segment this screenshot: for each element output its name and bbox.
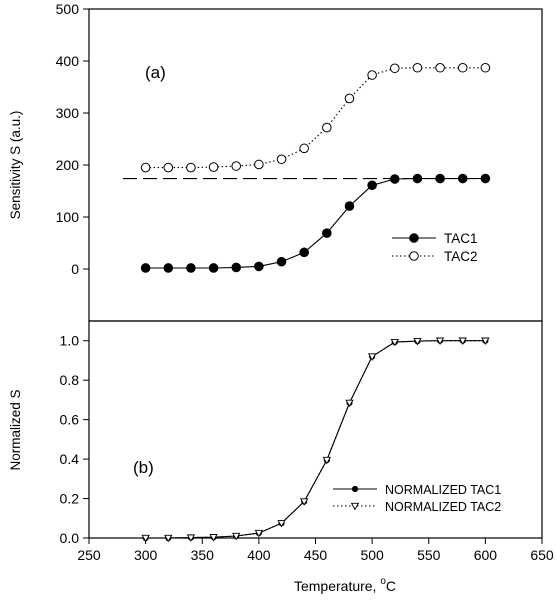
data-point-tac1 <box>208 263 219 273</box>
data-point-tac2 <box>389 63 400 74</box>
data-point-tac1 <box>276 256 287 267</box>
x-tick-label: 650 <box>530 547 554 563</box>
data-point-tac1 <box>163 263 174 273</box>
data-point-tac1 <box>389 174 400 184</box>
x-tick-label: 400 <box>247 547 271 563</box>
data-point-tac1 <box>231 262 242 273</box>
panel-a-label: (a) <box>145 63 166 82</box>
axis-ticks <box>83 8 543 544</box>
data-point-normalized-tac2 <box>209 534 218 542</box>
legend-label: TAC1 <box>444 231 478 246</box>
data-point-tac1 <box>435 173 445 184</box>
data-point-tac1 <box>344 201 355 211</box>
legend-marker <box>409 251 419 261</box>
x-axis-label-superscript: o <box>380 576 386 587</box>
series-line-tac2 <box>145 67 486 169</box>
data-point-normalized-tac2 <box>390 338 399 347</box>
data-point-normalized-tac2 <box>277 520 286 528</box>
plot-frames <box>88 8 543 539</box>
data-point-normalized-tac2 <box>254 529 264 538</box>
data-point-normalized-tac2 <box>232 532 241 541</box>
data-point-tac2 <box>254 159 264 170</box>
data-point-tac1 <box>140 263 151 273</box>
data-point-tac1 <box>412 173 423 184</box>
chart-text: (a) (b) Sensitivity S (a.u.) Normalized … <box>8 1 554 594</box>
panel-1-ytick-label: 0.0 <box>60 530 80 546</box>
data-point-tac2 <box>322 122 332 133</box>
data-point-tac1 <box>367 180 377 191</box>
data-point-tac2 <box>367 70 377 80</box>
x-tick-label: 250 <box>77 547 101 563</box>
data-point-tac1 <box>254 261 264 272</box>
x-tick-label: 450 <box>304 547 328 563</box>
data-point-normalized-tac2 <box>481 337 490 346</box>
x-tick-label: 350 <box>191 547 215 563</box>
series-line-normalized-tac2 <box>145 340 486 539</box>
panel-1-ytick-label: 0.6 <box>60 412 80 428</box>
data-point-tac2 <box>186 162 196 173</box>
data-point-tac2 <box>208 162 219 172</box>
data-point-tac1 <box>457 173 468 184</box>
x-axis-label: Temperature, oC <box>294 576 396 594</box>
panel-0-ytick-label: 0 <box>71 261 79 277</box>
legend-marker <box>351 485 359 493</box>
legend-marker <box>409 233 419 243</box>
panel-0-frame <box>88 8 543 322</box>
panel-1-ytick-label: 0.2 <box>60 491 80 507</box>
data-point-normalized-tac2 <box>300 498 309 506</box>
data-point-normalized-tac2 <box>141 534 150 543</box>
x-tick-label: 550 <box>417 547 441 563</box>
data-point-tac2 <box>435 62 445 73</box>
panel-1-ytick-label: 0.4 <box>60 451 80 467</box>
panel-0-ytick-label: 200 <box>56 157 80 173</box>
panel-0-ytick-label: 400 <box>56 53 80 69</box>
data-point-tac2 <box>231 161 242 171</box>
legend-label: NORMALIZED TAC1 <box>385 483 501 497</box>
data-point-tac2 <box>140 162 151 173</box>
x-axis-label-main: Temperature, <box>294 578 380 594</box>
data-point-normalized-tac2 <box>413 337 422 346</box>
data-point-tac2 <box>344 93 355 104</box>
data-point-tac2 <box>412 62 423 73</box>
data-point-normalized-tac2 <box>322 456 331 465</box>
panel-0-ytick-label: 100 <box>56 209 80 225</box>
series-line-tac1 <box>145 177 486 269</box>
legends: TAC1 TAC2 NORMALIZED TAC1 NORMALIZED TAC2 <box>333 231 501 514</box>
legend-marker <box>350 502 360 511</box>
series-lines <box>122 67 486 539</box>
legend-label: NORMALIZED TAC2 <box>385 500 501 514</box>
panel-b-label: (b) <box>133 458 154 477</box>
data-point-normalized-tac2 <box>458 337 467 346</box>
data-point-tac1 <box>299 247 309 258</box>
panel-0-ytick-label: 300 <box>56 105 80 121</box>
data-point-normalized-tac2 <box>435 337 445 346</box>
data-point-tac2 <box>299 143 309 154</box>
panel-1-ytick-label: 0.8 <box>60 372 80 388</box>
data-point-normalized-tac2 <box>164 534 173 543</box>
data-point-tac1 <box>480 173 491 184</box>
x-axis-label-unit: C <box>386 578 396 594</box>
x-tick-label: 600 <box>474 547 498 563</box>
data-point-tac2 <box>163 162 174 173</box>
panel-b-y-axis-label: Normalized S <box>8 389 23 470</box>
data-point-tac1 <box>186 263 196 273</box>
panel-0-ytick-label: 500 <box>56 1 80 17</box>
data-point-tac2 <box>457 62 468 73</box>
x-tick-label: 300 <box>134 547 158 563</box>
legend-label: TAC2 <box>444 249 478 264</box>
data-point-normalized-tac2 <box>345 399 354 408</box>
series-markers <box>140 62 491 543</box>
panel-a-y-axis-label: Sensitivity S (a.u.) <box>8 111 23 220</box>
panel-1-ytick-label: 1.0 <box>60 333 80 349</box>
data-point-tac1 <box>322 228 332 238</box>
data-point-normalized-tac2 <box>367 353 377 361</box>
data-point-normalized-tac2 <box>186 534 196 542</box>
data-point-tac2 <box>480 62 491 73</box>
x-tick-label: 500 <box>360 547 384 563</box>
data-point-tac2 <box>276 154 287 165</box>
